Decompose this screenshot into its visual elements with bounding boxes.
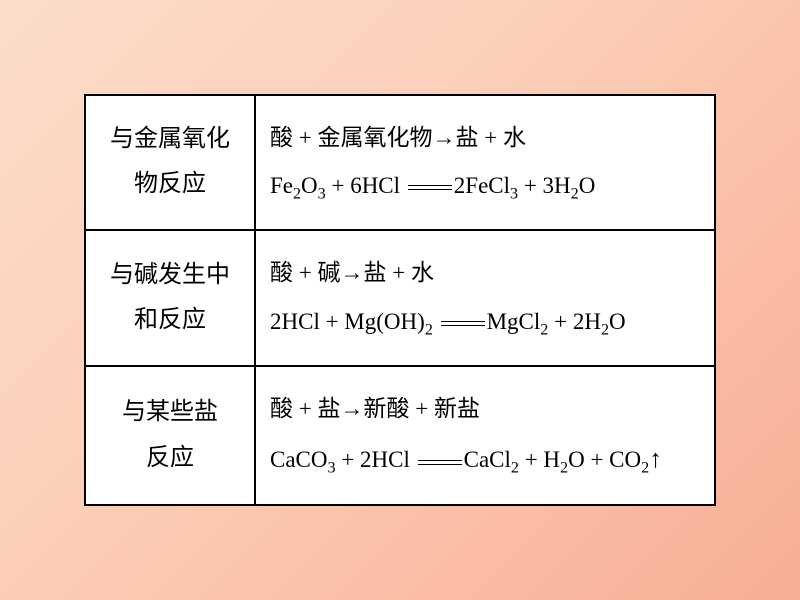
- label-line: 反应: [100, 436, 240, 482]
- equals-sign: [441, 321, 485, 326]
- chemical-equation: 2HCl + Mg(OH)2 MgCl2 + 2H2O: [270, 298, 700, 347]
- chemical-equation: Fe2O3 + 6HCl 2FeCl3 + 3H2O: [270, 162, 700, 211]
- row-content: 酸 + 金属氧化物→盐 + 水 Fe2O3 + 6HCl 2FeCl3 + 3H…: [255, 95, 715, 231]
- row-label: 与某些盐 反应: [85, 366, 255, 505]
- equals-sign: [418, 460, 462, 465]
- label-line: 与金属氧化: [100, 117, 240, 163]
- table-row: 与某些盐 反应 酸 + 盐→新酸 + 新盐 CaCO3 + 2HCl CaCl2…: [85, 366, 715, 505]
- table-row: 与碱发生中 和反应 酸 + 碱→盐 + 水 2HCl + Mg(OH)2 MgC…: [85, 230, 715, 366]
- label-line: 和反应: [100, 298, 240, 344]
- chemistry-table: 与金属氧化 物反应 酸 + 金属氧化物→盐 + 水 Fe2O3 + 6HCl 2…: [84, 94, 716, 507]
- row-label: 与碱发生中 和反应: [85, 230, 255, 366]
- general-formula: 酸 + 金属氧化物→盐 + 水: [270, 114, 700, 162]
- row-content: 酸 + 碱→盐 + 水 2HCl + Mg(OH)2 MgCl2 + 2H2O: [255, 230, 715, 366]
- table-row: 与金属氧化 物反应 酸 + 金属氧化物→盐 + 水 Fe2O3 + 6HCl 2…: [85, 95, 715, 231]
- general-formula: 酸 + 盐→新酸 + 新盐: [270, 385, 700, 433]
- label-line: 与某些盐: [100, 390, 240, 436]
- row-label: 与金属氧化 物反应: [85, 95, 255, 231]
- label-line: 与碱发生中: [100, 253, 240, 299]
- equals-sign: [408, 185, 452, 190]
- row-content: 酸 + 盐→新酸 + 新盐 CaCO3 + 2HCl CaCl2 + H2O +…: [255, 366, 715, 505]
- general-formula: 酸 + 碱→盐 + 水: [270, 249, 700, 297]
- label-line: 物反应: [100, 162, 240, 208]
- chemical-equation: CaCO3 + 2HCl CaCl2 + H2O + CO2↑: [270, 433, 700, 486]
